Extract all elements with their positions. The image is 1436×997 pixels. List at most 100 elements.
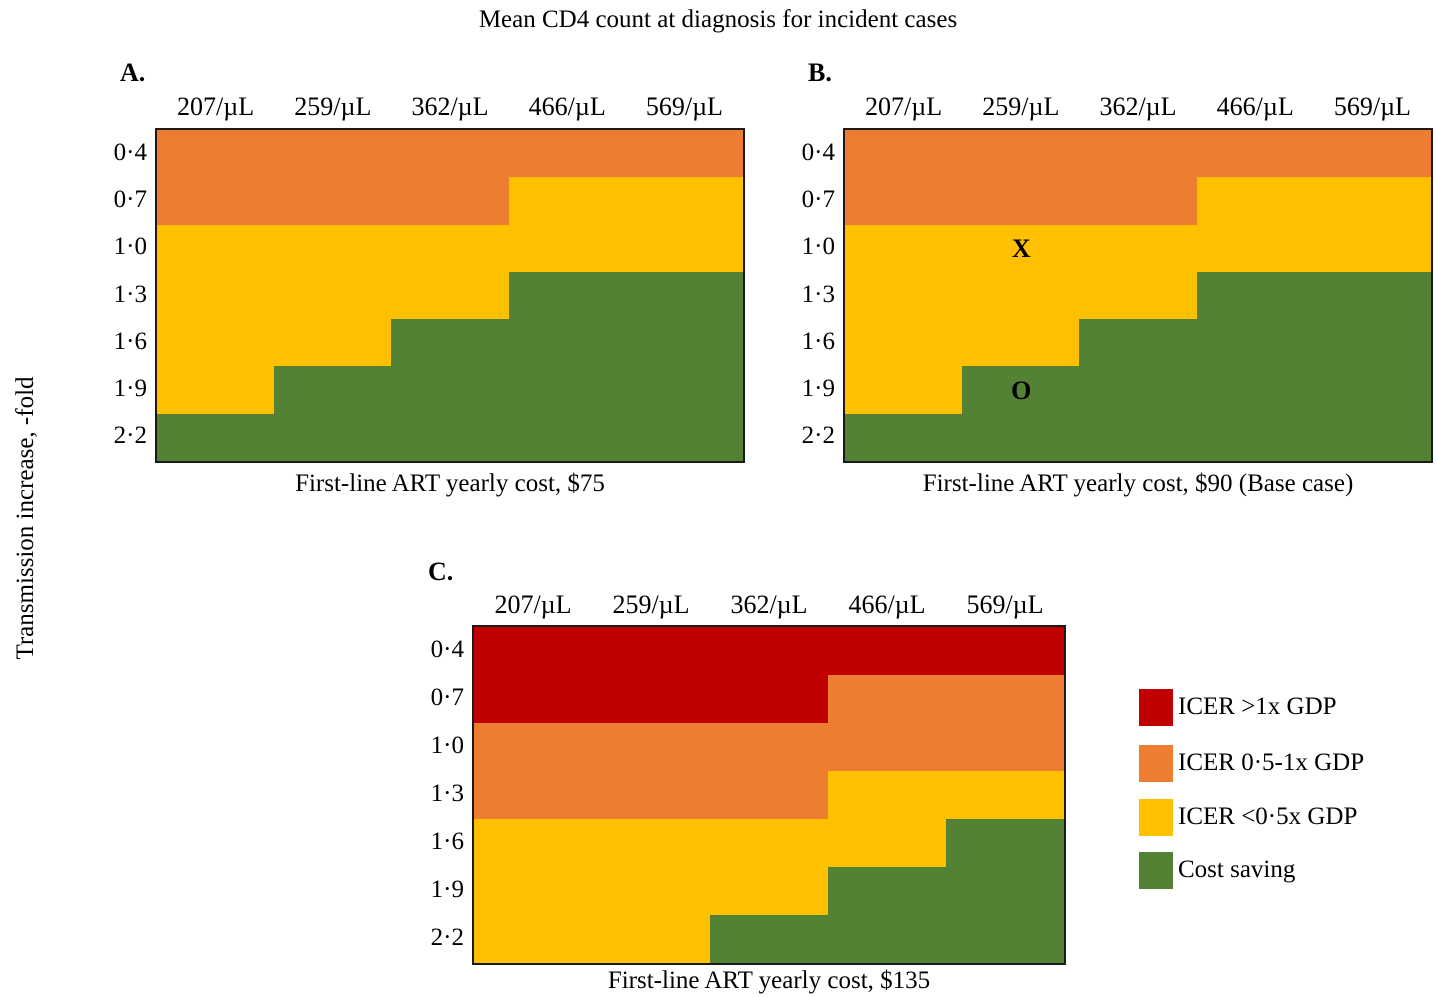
panel-letter: A. xyxy=(120,58,146,87)
panel-caption: First-line ART yearly cost, $135 xyxy=(607,967,931,994)
heatmap-cell xyxy=(391,366,510,415)
heatmap-cell xyxy=(710,723,829,772)
heatmap-cell xyxy=(274,319,392,368)
heatmap-cell xyxy=(1079,413,1198,461)
legend-label: ICER >1x GDP xyxy=(1178,693,1337,720)
heatmap-cell xyxy=(828,723,947,772)
column-tick-label: 569/µL xyxy=(966,590,1044,619)
legend-swatch xyxy=(1139,852,1173,889)
heatmap-cell xyxy=(1313,177,1431,226)
heatmap-cell xyxy=(508,271,627,320)
heatmap-cell xyxy=(828,771,947,820)
heatmap-cell xyxy=(962,413,1080,461)
heatmap-cell xyxy=(1196,366,1315,415)
heatmap-cell xyxy=(962,271,1080,320)
heatmap-cell xyxy=(474,915,593,963)
row-tick-label: 1·0 xyxy=(801,233,835,261)
panel-letter: B. xyxy=(808,58,832,87)
heatmap-cell xyxy=(474,867,593,916)
heatmap-cell xyxy=(391,413,510,461)
cell-marker: O xyxy=(1011,376,1032,406)
heatmap-cell xyxy=(274,413,392,461)
heatmap-cell xyxy=(157,413,275,461)
row-tick-label: 1·9 xyxy=(113,375,147,403)
heatmap-cell xyxy=(710,627,829,676)
heatmap-cell xyxy=(962,130,1080,178)
column-tick-label: 207/µL xyxy=(177,92,255,121)
heatmap-cell xyxy=(625,130,743,178)
heatmap-cell xyxy=(1196,224,1315,273)
heatmap-cell xyxy=(625,177,743,226)
heatmap-cell xyxy=(592,627,711,676)
heatmap-cell xyxy=(157,177,275,226)
row-tick-label: 1·0 xyxy=(430,732,464,759)
heatmap-cell xyxy=(1313,130,1431,178)
heatmap-cell xyxy=(508,177,627,226)
heatmap-cell xyxy=(474,819,593,868)
panel-caption: First-line ART yearly cost, $90 (Base ca… xyxy=(922,470,1354,497)
row-tick-label: 0·7 xyxy=(801,185,835,213)
column-tick-label: 362/µL xyxy=(730,590,808,619)
heatmap-cell xyxy=(1313,319,1431,368)
heatmap-cell xyxy=(391,224,510,273)
heatmap-cell xyxy=(828,867,947,916)
heatmap-cell xyxy=(474,675,593,724)
heatmap-cell xyxy=(1079,366,1198,415)
heatmap-cell xyxy=(474,723,593,772)
heatmap-cell xyxy=(845,177,963,226)
heatmap-cell xyxy=(845,413,963,461)
heatmap-cell xyxy=(946,723,1064,772)
column-tick-label: 466/µL xyxy=(528,92,606,121)
heatmap-grid xyxy=(155,128,745,463)
heatmap-cell xyxy=(1313,413,1431,461)
heatmap-cell xyxy=(845,130,963,178)
row-tick-label: 2·2 xyxy=(113,422,147,450)
heatmap-cell xyxy=(508,224,627,273)
heatmap-cell xyxy=(592,867,711,916)
heatmap-cell xyxy=(828,675,947,724)
heatmap-cell xyxy=(625,413,743,461)
heatmap-cell xyxy=(1196,177,1315,226)
heatmap-cell xyxy=(592,723,711,772)
heatmap-cell xyxy=(474,627,593,676)
heatmap-cell xyxy=(946,915,1064,963)
heatmap-cell xyxy=(962,319,1080,368)
heatmap-cell xyxy=(845,224,963,273)
heatmap-cell xyxy=(274,271,392,320)
heatmap-cell xyxy=(946,771,1064,820)
column-tick-label: 466/µL xyxy=(1216,92,1294,121)
heatmap-cell xyxy=(625,224,743,273)
row-tick-label: 0·4 xyxy=(801,138,835,166)
heatmap-cell xyxy=(157,366,275,415)
heatmap-cell xyxy=(962,366,1080,415)
heatmap-cell xyxy=(157,271,275,320)
heatmap-cell xyxy=(508,413,627,461)
heatmap-cell xyxy=(274,366,392,415)
heatmap-cell xyxy=(274,177,392,226)
heatmap-cell xyxy=(474,771,593,820)
heatmap-cell xyxy=(710,675,829,724)
column-tick-label: 362/µL xyxy=(1099,92,1177,121)
column-tick-label: 207/µL xyxy=(494,590,572,619)
column-tick-label: 259/µL xyxy=(294,92,372,121)
heatmap-cell xyxy=(1196,130,1315,178)
heatmap-cell xyxy=(274,130,392,178)
row-tick-label: 1·6 xyxy=(430,828,464,855)
legend-label: ICER 0·5-1x GDP xyxy=(1178,749,1365,776)
heatmap-cell xyxy=(962,177,1080,226)
panel-letter: C. xyxy=(428,557,454,586)
heatmap-cell xyxy=(391,319,510,368)
panel-caption: First-line ART yearly cost, $75 xyxy=(295,470,605,497)
heatmap-cell xyxy=(710,819,829,868)
row-tick-label: 0·4 xyxy=(113,138,147,166)
heatmap-cell xyxy=(157,224,275,273)
column-tick-label: 569/µL xyxy=(1333,92,1411,121)
heatmap-cell xyxy=(508,366,627,415)
heatmap-cell xyxy=(710,915,829,963)
heatmap-cell xyxy=(845,271,963,320)
heatmap-cell xyxy=(274,224,392,273)
row-tick-label: 2·2 xyxy=(430,924,464,951)
heatmap-cell xyxy=(592,771,711,820)
heatmap-cell xyxy=(1196,319,1315,368)
